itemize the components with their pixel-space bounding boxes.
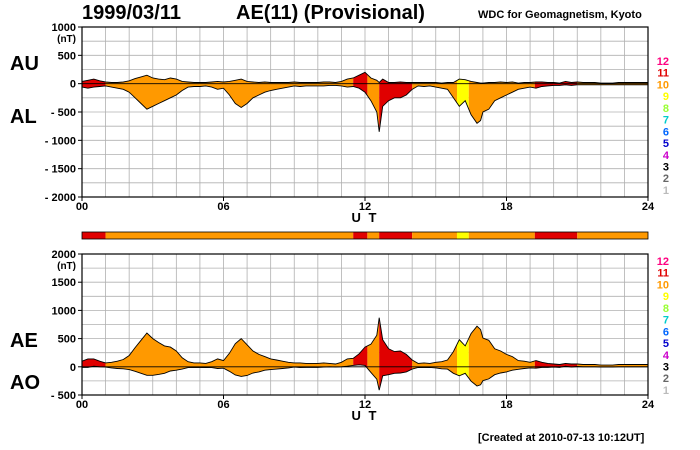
- legend-level-label: 7: [663, 115, 669, 127]
- station-bar-segment: [82, 232, 106, 239]
- y-tick-label: 0: [70, 362, 76, 374]
- legend-level-label: 11: [657, 268, 669, 280]
- area-segment: [353, 345, 368, 369]
- series-side-label: AE: [10, 330, 38, 352]
- legend-level-label: 10: [657, 279, 669, 291]
- series-side-label: AO: [10, 372, 40, 394]
- y-tick-label: - 500: [51, 107, 76, 119]
- x-tick-label: 24: [642, 399, 655, 411]
- series-line-upper: [81, 317, 648, 366]
- y-tick-label: - 2000: [45, 192, 76, 204]
- y-tick-label: 2000: [52, 249, 76, 261]
- legend-level-label: 12: [657, 256, 669, 268]
- legend-level-label: 12: [657, 56, 669, 68]
- series-side-label: AL: [10, 106, 37, 128]
- legend-level-label: 6: [663, 326, 669, 338]
- x-tick-label: 00: [76, 399, 88, 411]
- area-segment: [379, 79, 413, 132]
- area-segment: [468, 80, 535, 124]
- y-tick-label: 500: [58, 334, 76, 346]
- station-bar-segment: [379, 232, 413, 239]
- station-bar-segment: [456, 232, 469, 239]
- legend-level-label: 10: [657, 79, 669, 91]
- series-side-label: AU: [10, 53, 39, 75]
- legend-level-label: 3: [663, 161, 669, 173]
- x-tick-label: 12: [359, 201, 371, 213]
- legend-level-label: 5: [663, 138, 669, 150]
- y-tick-label: 1000: [52, 305, 76, 317]
- station-bar-segment: [468, 232, 535, 239]
- y-tick-label: - 500: [51, 390, 76, 402]
- legend-level-label: 11: [657, 68, 669, 80]
- station-bar-segment: [412, 232, 457, 239]
- area-segment: [105, 333, 354, 377]
- series-line-lower: [82, 364, 648, 391]
- chart-title: AE(11) (Provisional): [236, 2, 425, 24]
- legend-level-label: 5: [663, 338, 669, 350]
- chart-date: 1999/03/11: [82, 2, 181, 24]
- series-line-upper: [81, 71, 648, 84]
- x-tick-label: 24: [642, 201, 655, 213]
- x-tick-label: 12: [359, 399, 371, 411]
- area-segment: [367, 74, 380, 132]
- x-tick-label: 06: [217, 201, 229, 213]
- area-segment: [367, 317, 380, 391]
- data-source-label: WDC for Geomagnetism, Kyoto: [478, 9, 642, 21]
- legend-level-label: 9: [663, 91, 669, 103]
- legend-level-label: 7: [663, 315, 669, 327]
- y-tick-label: 0: [70, 79, 76, 91]
- x-tick-label: 18: [500, 399, 512, 411]
- y-unit-label: (nT): [57, 34, 76, 45]
- x-axis-label: U T: [352, 210, 379, 225]
- x-tick-label: 18: [500, 201, 512, 213]
- legend-level-label: 3: [663, 361, 669, 373]
- area-segment: [82, 358, 106, 368]
- y-tick-label: 1500: [52, 277, 76, 289]
- station-bar-segment: [577, 232, 648, 239]
- area-segment: [468, 326, 535, 386]
- legend-level-label: 8: [663, 303, 669, 315]
- x-axis-label: U T: [352, 408, 379, 423]
- station-bar-segment: [534, 232, 578, 239]
- station-bar-frame: [81, 231, 649, 240]
- x-tick-label: 06: [217, 399, 229, 411]
- station-bar-segment: [105, 232, 354, 239]
- creation-timestamp: [Created at 2010-07-13 10:12UT]: [478, 432, 645, 444]
- y-tick-label: 1000: [52, 22, 76, 34]
- y-unit-label: (nT): [57, 261, 76, 272]
- station-bar-segment: [367, 232, 380, 239]
- station-bar-segment: [353, 232, 368, 239]
- y-tick-label: - 1000: [45, 135, 76, 147]
- y-tick-label: - 1500: [45, 164, 76, 176]
- legend-level-label: 4: [663, 350, 670, 362]
- legend-level-label: 8: [663, 103, 669, 115]
- legend-level-label: 9: [663, 291, 669, 303]
- legend-level-label: 2: [663, 373, 669, 385]
- area-segment: [534, 81, 578, 89]
- legend-level-label: 1: [663, 385, 669, 397]
- series-line-lower: [81, 84, 648, 132]
- x-tick-label: 00: [76, 201, 88, 213]
- legend-level-label: 1: [663, 185, 669, 197]
- legend-level-label: 6: [663, 126, 669, 138]
- legend-level-label: 4: [663, 150, 670, 162]
- legend-level-label: 2: [663, 173, 669, 185]
- area-segment: [457, 338, 469, 378]
- y-tick-label: 500: [58, 50, 76, 62]
